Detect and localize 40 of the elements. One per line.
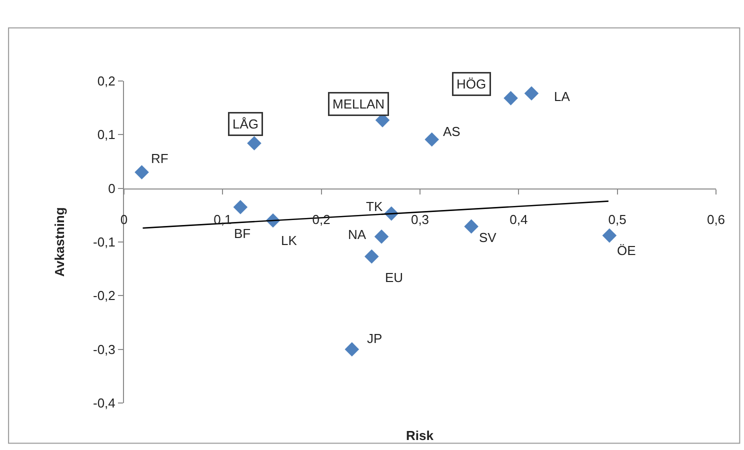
- y-tick-label: -0,1: [92, 234, 116, 250]
- annotation: LÅG: [232, 116, 259, 132]
- point: [464, 219, 478, 234]
- x-tick-label: 0: [120, 212, 128, 227]
- point: [504, 91, 518, 106]
- x-tick-label: 0,5: [608, 212, 626, 227]
- y-tick-label: -0,3: [92, 342, 116, 357]
- annotation: BF: [234, 226, 251, 241]
- point: [233, 200, 248, 214]
- point: [374, 229, 389, 244]
- annotation: SV: [479, 230, 497, 245]
- annotation: TK: [366, 199, 383, 214]
- annotation: AS: [443, 124, 461, 139]
- x-axis-title: Risk: [406, 428, 434, 443]
- point: [424, 132, 439, 147]
- point: [364, 249, 379, 264]
- y-tick-label: 0: [108, 180, 116, 196]
- x-tick-label: 0,6: [706, 212, 726, 227]
- y-tick-label: -0,4: [92, 396, 116, 411]
- y-tick-label: -0,2: [92, 288, 116, 304]
- x-tick-label: 0,1: [214, 212, 232, 227]
- point: [134, 165, 149, 180]
- annotation: ÖE: [617, 243, 636, 258]
- annotation: NA: [348, 227, 366, 242]
- annotation: MELLAN: [332, 96, 385, 112]
- x-tick-label: 0,3: [410, 212, 430, 227]
- y-tick-label: 0,1: [97, 127, 116, 142]
- y-tick-label: 0,2: [97, 74, 116, 89]
- annotation: HÖG: [456, 76, 486, 92]
- x-tick-label: 0,4: [510, 212, 528, 227]
- annotation: RF: [151, 151, 168, 166]
- point: [602, 228, 617, 243]
- point: [524, 86, 539, 100]
- point: [344, 342, 360, 356]
- annotation: JP: [367, 331, 382, 346]
- annotation: LK: [281, 233, 298, 248]
- annotation: EU: [385, 270, 404, 285]
- point: [247, 136, 262, 150]
- annotation: LA: [554, 89, 570, 104]
- y-axis-title: Avkastning: [52, 207, 67, 277]
